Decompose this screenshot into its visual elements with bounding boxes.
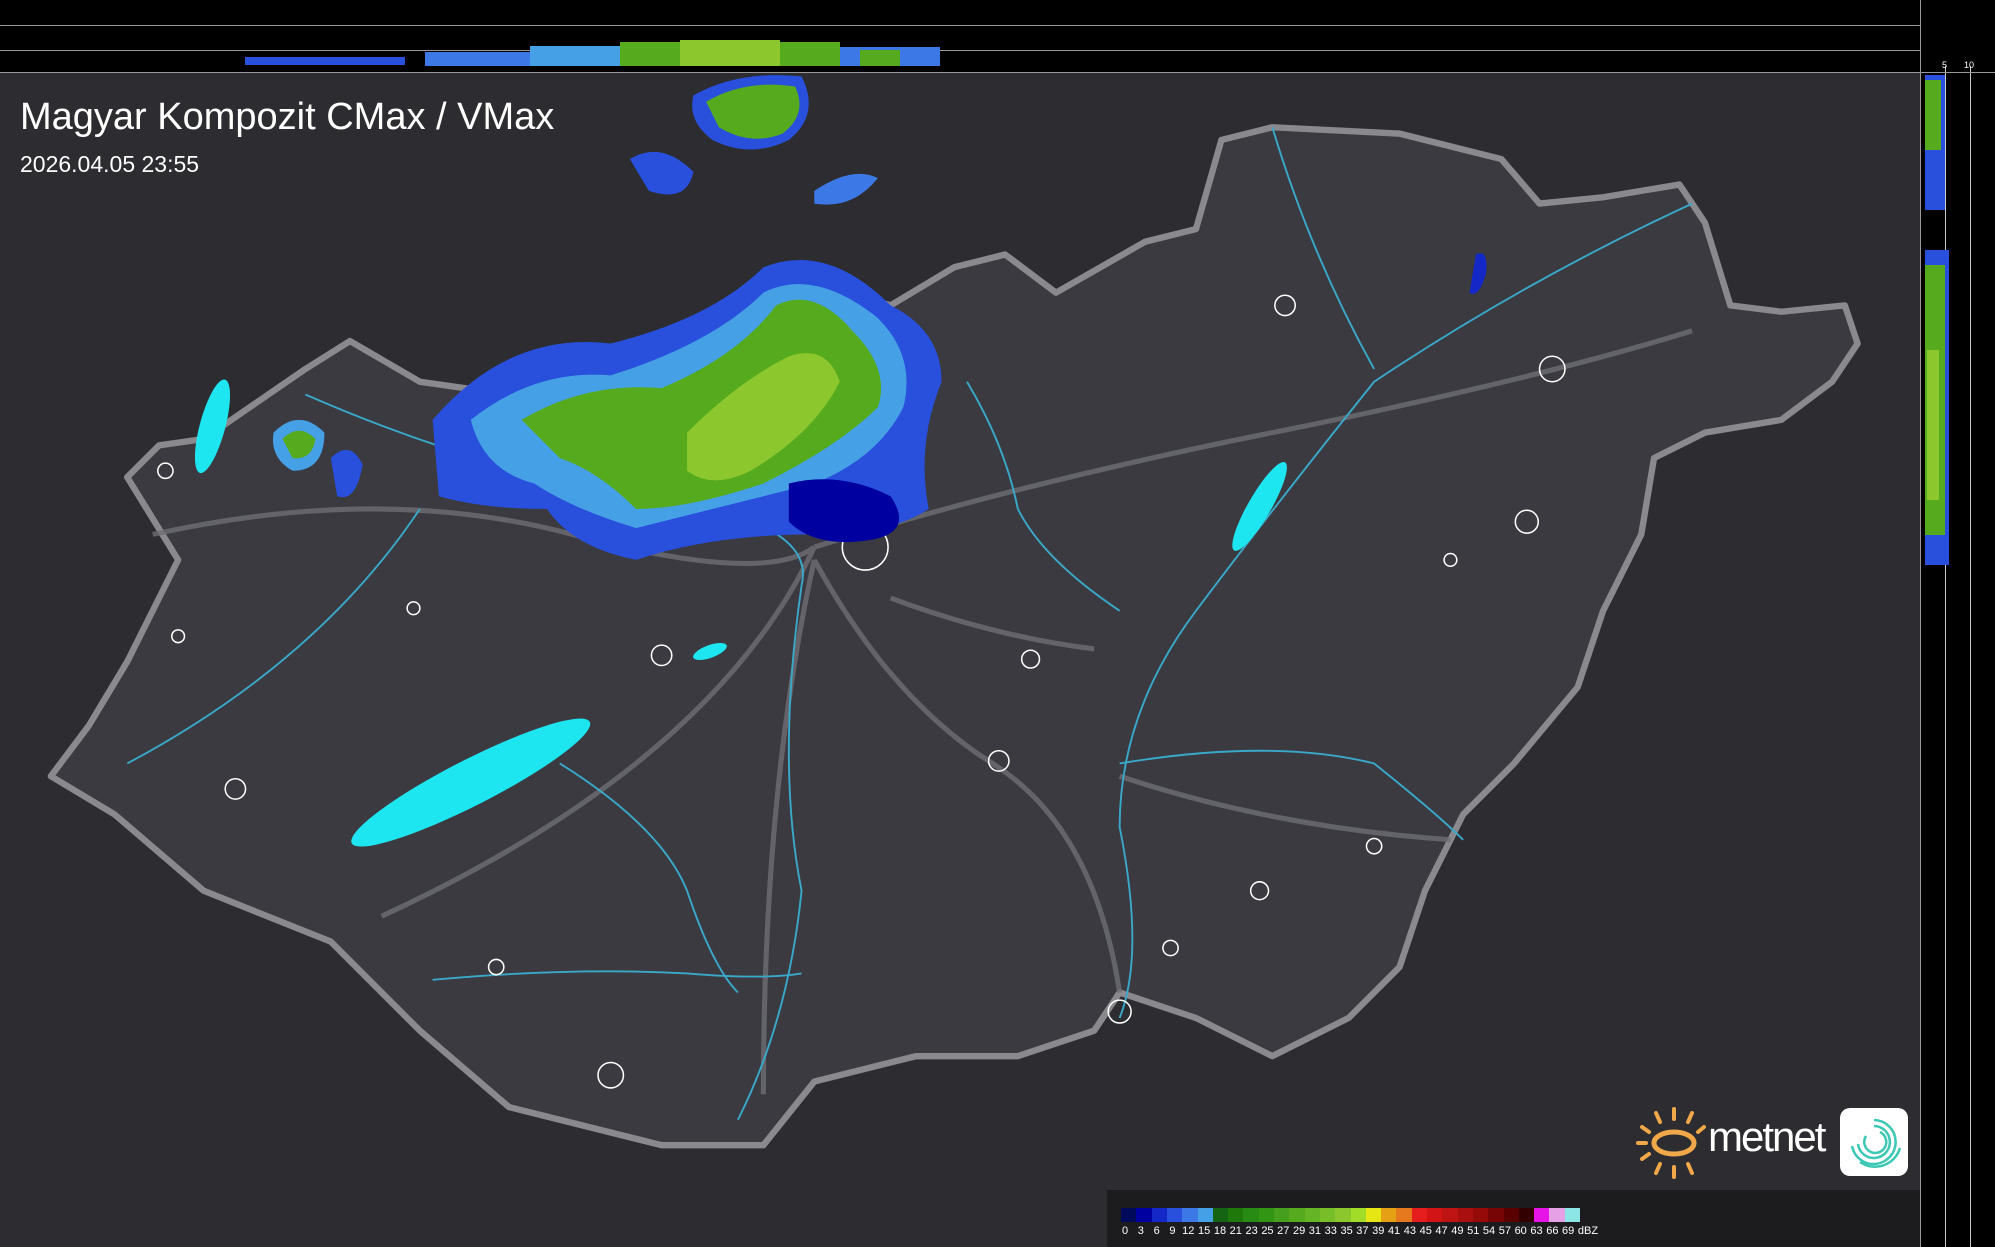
- legend-color-swatch: [1166, 1208, 1183, 1222]
- lake-tisza: [1232, 461, 1287, 551]
- legend-label: 33: [1324, 1225, 1337, 1237]
- legend-label: 41: [1387, 1225, 1401, 1237]
- legend-color-swatch: [1457, 1208, 1474, 1222]
- legend-color-swatch: [1121, 1208, 1137, 1222]
- legend-color-swatch: [1442, 1208, 1459, 1222]
- legend-label: 35: [1340, 1225, 1353, 1237]
- legend-color-swatch: [1350, 1208, 1367, 1222]
- legend-label: 60: [1514, 1225, 1527, 1237]
- lake-neusiedl: [194, 379, 231, 474]
- legend-label: 29: [1292, 1225, 1306, 1237]
- legend-color-swatch: [1411, 1208, 1428, 1222]
- legend-label: 66: [1546, 1225, 1559, 1237]
- legend-label: 0: [1121, 1225, 1129, 1237]
- metnet-logo: metnet: [1636, 1105, 1916, 1180]
- legend-color-swatch: [1534, 1208, 1550, 1222]
- grid-line: [1970, 66, 1971, 1247]
- legend-label: 23: [1245, 1225, 1258, 1237]
- sun-logo-icon: [1636, 1107, 1706, 1179]
- vertical-profile-right: 5 10: [1920, 0, 1995, 1247]
- legend-color-swatch: [1197, 1208, 1214, 1222]
- map-title: Magyar Kompozit CMax / VMax: [20, 96, 555, 138]
- legend-color-swatch: [1243, 1208, 1260, 1222]
- grid-line: [1920, 72, 1995, 73]
- legend-label: 45: [1419, 1225, 1432, 1237]
- map-timestamp: 2026.04.05 23:55: [20, 151, 200, 177]
- legend-color-swatch: [1151, 1208, 1168, 1222]
- tick-label: 5: [1942, 60, 1948, 70]
- profile-echo: [1925, 75, 1949, 565]
- lakes: [194, 379, 1287, 847]
- legend-unit: dBZ: [1577, 1225, 1599, 1237]
- legend-label: 49: [1451, 1225, 1464, 1237]
- legend-label: 3: [1137, 1225, 1144, 1237]
- legend-color-swatch: [1518, 1208, 1535, 1222]
- legend-color-swatch: [1304, 1208, 1321, 1222]
- legend-color-swatch: [1365, 1208, 1382, 1222]
- legend-label: 63: [1530, 1225, 1543, 1237]
- legend-color-swatch: [1396, 1208, 1413, 1222]
- legend-label: 15: [1198, 1225, 1211, 1237]
- rivers: [126, 126, 1693, 1121]
- country-outline: [47, 124, 1861, 1149]
- logo-text: metnet: [1708, 1113, 1826, 1160]
- legend-color-swatch: [1258, 1208, 1275, 1222]
- legend-color-swatch: [1335, 1208, 1351, 1222]
- map-canvas: [47, 75, 1861, 1149]
- grid-line: [1920, 0, 1921, 1247]
- legend-label: 27: [1277, 1225, 1290, 1237]
- lake-velence: [693, 642, 727, 661]
- legend-label: 57: [1498, 1225, 1511, 1237]
- grid-line: [1945, 66, 1946, 1247]
- radar-map[interactable]: Magyar Kompozit CMax / VMax 2026.04.05 2…: [0, 73, 1920, 1247]
- legend-color-swatch: [1381, 1208, 1397, 1222]
- legend-color-swatch: [1289, 1208, 1306, 1222]
- legend-color-swatch: [1488, 1208, 1504, 1222]
- profile-echo: [245, 40, 940, 66]
- grid-line: [0, 25, 1920, 26]
- legend-label: 37: [1356, 1225, 1369, 1237]
- legend-label: 21: [1229, 1225, 1242, 1237]
- legend-label: 31: [1308, 1225, 1322, 1237]
- legend-color-swatch: [1564, 1208, 1581, 1222]
- legend-color-swatch: [1136, 1208, 1153, 1222]
- legend-color-swatch: [1503, 1208, 1520, 1222]
- dbz-color-legend: 0 3 6 9 12 15 18 21 23 25 27 29 31 33 35 37 39 41 43 45 47 49…: [1107, 1190, 1920, 1247]
- legend-label: 47: [1435, 1225, 1448, 1237]
- legend-label: 69: [1562, 1225, 1575, 1237]
- legend-color-swatch: [1212, 1208, 1229, 1222]
- legend-label: 54: [1482, 1225, 1496, 1237]
- legend-label: 9: [1169, 1225, 1176, 1237]
- radar-echoes: [273, 75, 1487, 560]
- city-outlines: [157, 294, 1566, 1089]
- legend-color-swatch: [1319, 1208, 1336, 1222]
- swirl-logo-icon: [1840, 1108, 1908, 1176]
- grid-line: [0, 72, 1920, 73]
- legend-color-swatch: [1427, 1208, 1443, 1222]
- legend-label: 6: [1153, 1225, 1160, 1237]
- legend-label: 12: [1182, 1225, 1195, 1237]
- legend-label: 43: [1403, 1225, 1417, 1237]
- legend-color-swatch: [1274, 1208, 1290, 1222]
- legend-label: 18: [1213, 1225, 1227, 1237]
- legend-label: 39: [1372, 1225, 1385, 1237]
- legend-color-swatch: [1549, 1208, 1566, 1222]
- grid-line: [0, 50, 1920, 51]
- tick-label: 10: [1964, 60, 1975, 70]
- legend-label: 51: [1467, 1225, 1480, 1237]
- legend-color-swatch: [1182, 1208, 1198, 1222]
- lake-balaton: [351, 718, 591, 847]
- vertical-profile-top: 10 5: [0, 0, 1934, 73]
- roads: [152, 328, 1693, 1095]
- legend-color-swatch: [1228, 1208, 1244, 1222]
- legend-color-swatch: [1472, 1208, 1489, 1222]
- legend-label: 25: [1261, 1225, 1274, 1237]
